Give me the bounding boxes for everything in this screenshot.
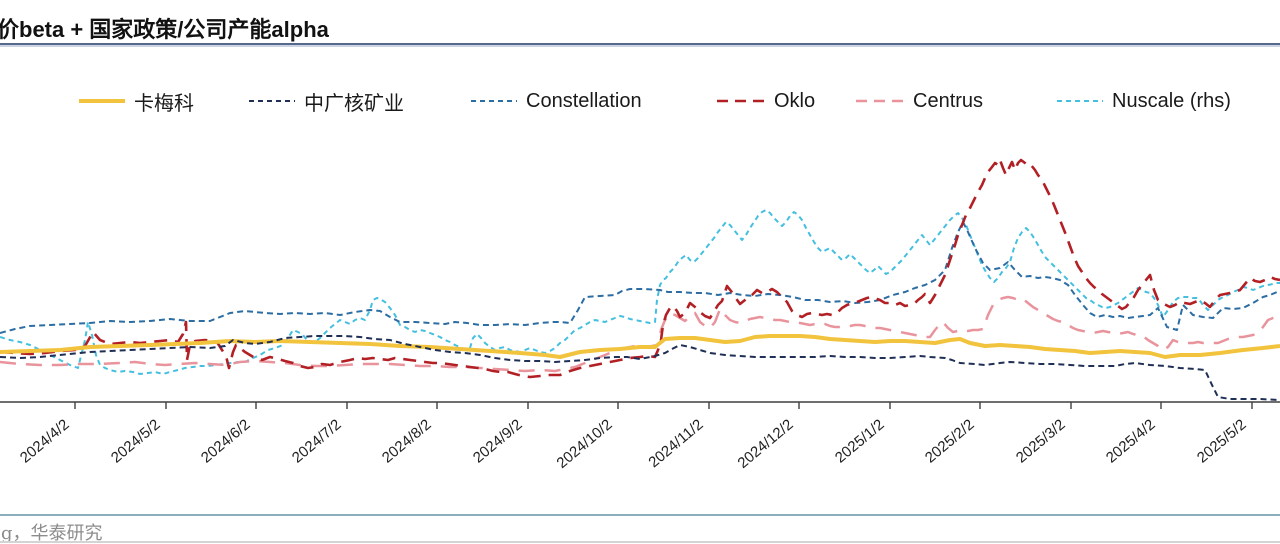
- legend-item-centrus: Centrus: [855, 86, 983, 116]
- legend-label: Centrus: [913, 89, 984, 112]
- legend-label: Oklo: [774, 89, 816, 112]
- x-axis-label: 2024/6/2: [198, 416, 254, 467]
- x-axis-label: 2024/4/2: [17, 416, 73, 467]
- x-axis-label: 2025/4/2: [1103, 416, 1159, 467]
- series-line-constellation: [0, 221, 1280, 334]
- x-axis-label: 2024/8/2: [379, 416, 435, 467]
- x-axis-label: 2025/5/2: [1194, 416, 1250, 467]
- x-axis-label: 2024/10/2: [554, 416, 616, 472]
- x-axis-label: 2025/3/2: [1013, 416, 1069, 467]
- x-axis-label: 2025/2/2: [922, 416, 978, 467]
- legend-item-cgn: 中广核矿业: [248, 86, 404, 116]
- legend-swatch-line: [1057, 100, 1103, 102]
- legend-item-nuscale: Nuscale (rhs): [1056, 86, 1231, 116]
- chart-legend: 卡梅科 中广核矿业 Constellation Oklo Centrus Nus…: [0, 86, 1280, 120]
- chart-bottom-divider: [0, 514, 1280, 516]
- series-line-cameco: [0, 334, 1280, 359]
- legend-swatch-line: [856, 99, 904, 103]
- legend-label: 卡梅科: [134, 90, 194, 115]
- series-line-oklo: [0, 158, 1280, 379]
- title-divider: [0, 43, 1280, 47]
- x-axis-label: 2025/1/2: [832, 416, 888, 467]
- x-axis-label: 2024/5/2: [108, 416, 164, 467]
- chart-title: 价beta + 国家政策/公司产能alpha: [0, 17, 329, 42]
- legend-swatch-line: [717, 99, 765, 103]
- series-line-nuscale: [0, 209, 1280, 375]
- page-bottom-border: [0, 541, 1280, 543]
- x-axis-label: 2024/7/2: [289, 416, 345, 467]
- legend-item-cameco: 卡梅科: [78, 86, 194, 116]
- x-axis-label: 2024/12/2: [735, 416, 797, 472]
- legend-label: 中广核矿业: [304, 90, 404, 115]
- x-axis-label: 2024/9/2: [470, 416, 526, 467]
- legend-item-constellation: Constellation: [470, 86, 642, 116]
- legend-item-oklo: Oklo: [716, 86, 815, 116]
- legend-label: Nuscale (rhs): [1112, 89, 1231, 112]
- series-line-centrus: [0, 295, 1280, 373]
- x-axis-label: 2024/11/2: [645, 416, 706, 471]
- legend-swatch-line: [79, 99, 125, 103]
- legend-label: Constellation: [526, 89, 642, 112]
- legend-swatch-line: [249, 100, 295, 102]
- source-note: g，华泰研究: [1, 523, 103, 544]
- legend-swatch-line: [471, 100, 517, 102]
